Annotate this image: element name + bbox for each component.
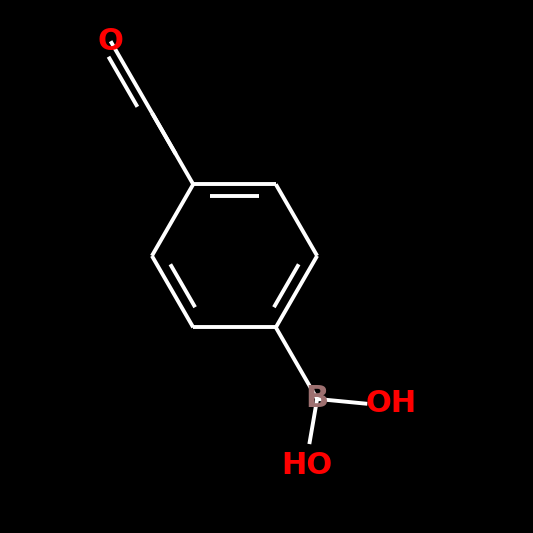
Text: O: O [98, 27, 124, 56]
Text: OH: OH [366, 389, 417, 418]
Text: HO: HO [281, 451, 332, 480]
Text: B: B [305, 384, 329, 414]
